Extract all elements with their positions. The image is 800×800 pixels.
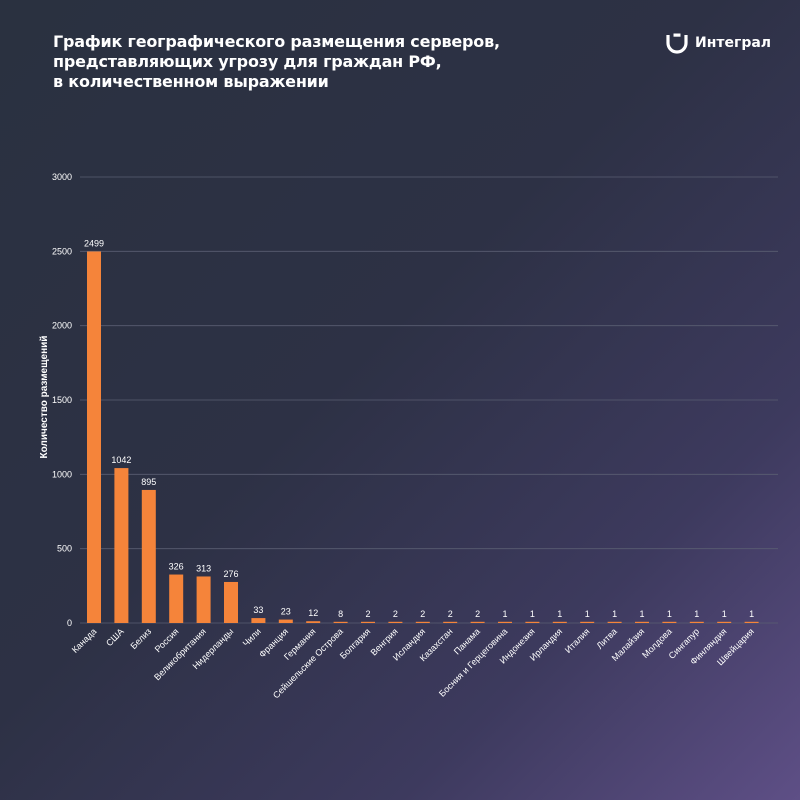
bar	[662, 621, 677, 623]
data-label: 1	[667, 609, 672, 619]
data-label: 1	[749, 609, 754, 619]
data-label: 12	[308, 608, 318, 618]
bar	[169, 574, 184, 623]
y-tick-label: 0	[67, 618, 72, 628]
x-tick-label: США	[104, 626, 126, 648]
bar	[689, 621, 704, 623]
data-label: 1	[530, 609, 535, 619]
x-tick-label: Литва	[594, 626, 619, 651]
x-axis-ticks: Канада США Белиз РоссияВеликобританияНидерл…	[70, 626, 756, 700]
bar	[87, 251, 101, 623]
data-label: 2	[448, 609, 453, 619]
brand-logo: Интеграл	[666, 30, 771, 56]
data-labels: 2499 1042 895 326 313 276 33 23 12 8 2 2 2 2 2 1 1 1 1 1 1 1 1…	[84, 238, 754, 618]
bar	[114, 468, 129, 623]
bar	[415, 621, 430, 623]
data-label: 313	[196, 563, 211, 573]
bar	[580, 621, 595, 623]
y-tick-label: 3000	[52, 172, 72, 182]
bar	[717, 621, 732, 623]
data-label: 8	[338, 609, 343, 619]
data-label: 1	[694, 609, 699, 619]
data-label: 895	[141, 477, 156, 487]
data-label: 2	[475, 609, 480, 619]
data-label: 1	[502, 609, 507, 619]
title-line-3: в количественном выражении	[53, 72, 329, 91]
data-label: 2	[393, 609, 398, 619]
bar	[388, 621, 403, 623]
brand-name: Интеграл	[695, 35, 772, 51]
title-line-1: График географического размещения сервер…	[53, 32, 500, 51]
x-tick-label: Белиз	[128, 626, 153, 651]
y-tick-label: 2000	[52, 321, 72, 331]
x-tick-label: Италия	[563, 626, 592, 655]
data-label: 1	[612, 609, 617, 619]
data-label: 1042	[111, 455, 131, 465]
data-label: 2499	[84, 238, 104, 248]
data-label: 1	[585, 609, 590, 619]
bar	[607, 621, 622, 623]
y-tick-label: 1000	[52, 469, 72, 479]
y-axis-ticks: 0 500 1000 1500 2000 2500 3000	[52, 172, 72, 628]
x-tick-label: Чили	[241, 626, 263, 648]
y-tick-label: 500	[57, 544, 72, 554]
data-label: 1	[639, 609, 644, 619]
data-label: 2	[420, 609, 425, 619]
bar	[443, 621, 458, 623]
bar	[552, 621, 567, 623]
data-label: 1	[557, 609, 562, 619]
bar	[196, 576, 211, 623]
bar	[251, 618, 266, 623]
bar	[744, 621, 759, 623]
x-tick-label: Канада	[70, 626, 99, 655]
bar	[278, 619, 293, 623]
chart-title: График географического размещения сервер…	[53, 32, 573, 92]
bar	[361, 621, 375, 623]
bars	[87, 251, 759, 623]
data-label: 2	[365, 609, 370, 619]
integral-logo-icon	[666, 33, 688, 54]
y-axis-label: Количество размещений	[39, 336, 50, 459]
bar	[635, 621, 649, 623]
bar	[470, 621, 485, 623]
gridlines	[80, 176, 778, 624]
bar	[224, 581, 238, 623]
data-label: 33	[253, 605, 263, 615]
data-label: 23	[281, 607, 291, 617]
title-line-2: представляющих угрозу для граждан РФ,	[53, 52, 442, 71]
bar	[141, 489, 156, 623]
bar	[525, 621, 540, 623]
data-label: 326	[169, 562, 184, 572]
data-label: 1	[722, 609, 727, 619]
y-tick-label: 2500	[52, 246, 72, 256]
y-tick-label: 1500	[52, 395, 72, 405]
bar	[333, 621, 348, 623]
bar	[498, 621, 512, 623]
bar	[306, 621, 321, 623]
data-label: 276	[223, 569, 238, 579]
